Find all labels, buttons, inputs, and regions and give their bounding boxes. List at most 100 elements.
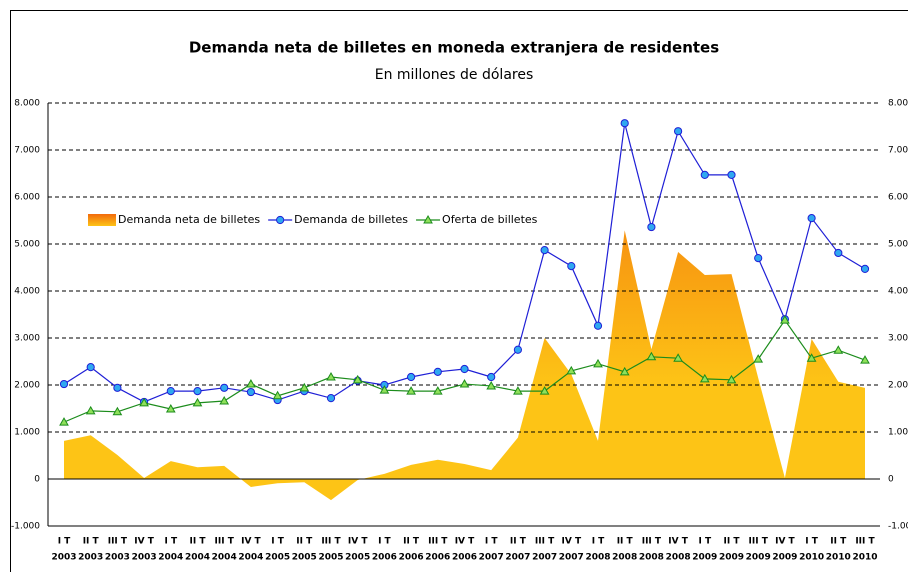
x-tick-year: 2005 [265, 553, 290, 563]
x-tick-label: III T [215, 537, 235, 547]
marker [220, 397, 228, 404]
y2-tick-label: 2.000 [888, 381, 908, 391]
marker [594, 360, 602, 367]
marker [514, 346, 521, 353]
x-tick-year: 2006 [399, 553, 424, 563]
legend-swatch [88, 214, 116, 226]
marker [461, 380, 469, 387]
marker [754, 355, 762, 362]
x-tick-year: 2005 [345, 553, 370, 563]
x-tick-label: IV T [775, 537, 795, 547]
y2-tick-label: 0 [888, 475, 894, 485]
x-tick-year: 2007 [532, 553, 557, 563]
marker [60, 418, 68, 425]
x-tick-label: II T [830, 537, 847, 547]
x-tick-year: 2009 [772, 553, 797, 563]
marker [167, 388, 174, 395]
legend-label: Demanda de billetes [294, 213, 408, 226]
marker [247, 380, 255, 387]
x-tick-year: 2010 [799, 553, 824, 563]
marker [408, 373, 415, 380]
marker [755, 255, 762, 262]
x-tick-label: II T [403, 537, 420, 547]
x-tick-label: II T [296, 537, 313, 547]
x-tick-label: III T [108, 537, 128, 547]
y-tick-label: -1.000 [11, 522, 40, 532]
x-tick-label: IV T [241, 537, 261, 547]
marker [648, 223, 655, 230]
x-tick-label: II T [510, 537, 527, 547]
marker [488, 373, 495, 380]
marker [701, 171, 708, 178]
y-tick-label: 1.000 [14, 428, 40, 438]
x-tick-label: I T [592, 537, 605, 547]
marker [675, 128, 682, 135]
y2-tick-label: 8.000 [888, 99, 908, 109]
y-tick-label: 2.000 [14, 381, 40, 391]
x-tick-label: III T [535, 537, 555, 547]
y-tick-label: 0 [34, 475, 40, 485]
x-tick-year: 2003 [132, 553, 157, 563]
y2-tick-label: 5.000 [888, 240, 908, 250]
x-tick-year: 2007 [559, 553, 584, 563]
x-tick-label: II T [190, 537, 207, 547]
x-tick-label: I T [485, 537, 498, 547]
marker [835, 249, 842, 256]
x-tick-year: 2006 [452, 553, 477, 563]
marker [808, 215, 815, 222]
x-tick-label: I T [271, 537, 284, 547]
x-tick-year: 2009 [719, 553, 744, 563]
x-tick-label: III T [321, 537, 341, 547]
x-tick-year: 2004 [212, 553, 237, 563]
marker [87, 364, 94, 371]
x-tick-label: I T [698, 537, 711, 547]
x-tick-year: 2010 [826, 553, 851, 563]
x-tick-label: II T [83, 537, 100, 547]
marker [834, 346, 842, 353]
x-tick-label: I T [378, 537, 391, 547]
marker [327, 373, 335, 380]
x-tick-label: IV T [455, 537, 475, 547]
legend-label: Oferta de billetes [442, 213, 538, 226]
marker [594, 322, 601, 329]
x-tick-label: II T [617, 537, 634, 547]
x-tick-year: 2006 [372, 553, 397, 563]
marker [247, 388, 254, 395]
y2-tick-label: 1.000 [888, 428, 908, 438]
x-tick-label: IV T [562, 537, 582, 547]
legend-marker [277, 216, 284, 223]
x-tick-year: 2009 [746, 553, 771, 563]
y-tick-label: 8.000 [14, 99, 40, 109]
marker [60, 380, 67, 387]
marker [114, 384, 121, 391]
x-tick-label: II T [724, 537, 741, 547]
x-tick-year: 2003 [51, 553, 76, 563]
x-tick-year: 2009 [692, 553, 717, 563]
y2-tick-label: 6.000 [888, 193, 908, 203]
x-tick-year: 2004 [158, 553, 183, 563]
marker [327, 395, 334, 402]
x-tick-year: 2006 [425, 553, 450, 563]
x-tick-year: 2005 [292, 553, 317, 563]
y-tick-label: 7.000 [14, 146, 40, 156]
y-tick-label: 4.000 [14, 287, 40, 297]
chart-title: Demanda neta de billetes en moneda extra… [189, 39, 719, 57]
y-tick-label: 3.000 [14, 334, 40, 344]
x-tick-label: III T [642, 537, 662, 547]
x-tick-label: III T [749, 537, 769, 547]
marker [728, 171, 735, 178]
y-tick-label: 6.000 [14, 193, 40, 203]
x-tick-label: IV T [134, 537, 154, 547]
x-tick-year: 2008 [666, 553, 691, 563]
legend-label: Demanda neta de billetes [118, 213, 260, 226]
x-tick-year: 2007 [505, 553, 530, 563]
marker [434, 368, 441, 375]
x-tick-label: IV T [348, 537, 368, 547]
x-tick-year: 2010 [852, 553, 877, 563]
x-tick-year: 2008 [612, 553, 637, 563]
chart-subtitle: En millones de dólares [375, 67, 534, 83]
x-tick-label: I T [58, 537, 71, 547]
marker [221, 384, 228, 391]
x-tick-label: I T [805, 537, 818, 547]
